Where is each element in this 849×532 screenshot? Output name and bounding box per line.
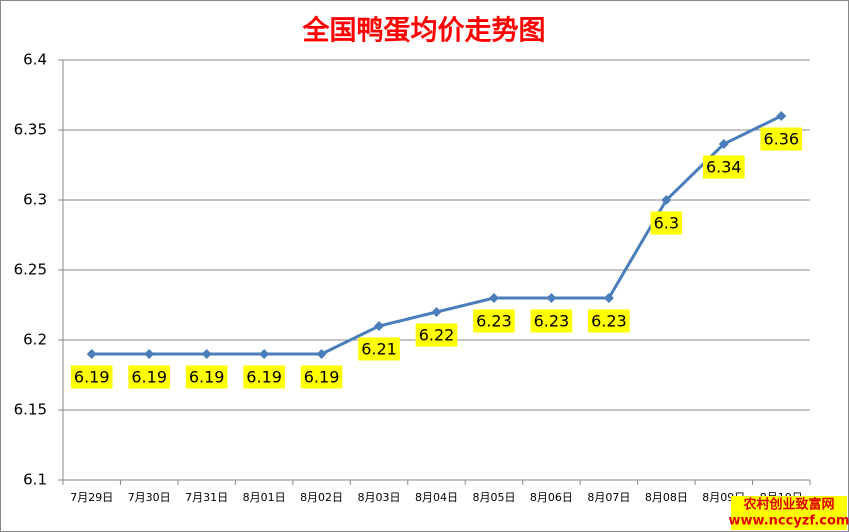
x-tick-label: 8月04日 [415,491,458,504]
data-label: 6.19 [74,368,110,387]
data-label: 6.23 [591,312,627,331]
x-tick-label: 8月07日 [587,491,630,504]
y-tick-label: 6.3 [23,191,47,209]
data-label: 6.19 [304,368,340,387]
watermark-bg [731,496,847,530]
data-label-bg [760,127,803,151]
data-label: 6.34 [706,158,742,177]
data-label: 6.23 [534,312,570,331]
data-label-bg [702,155,745,179]
y-tick-label: 6.25 [14,261,47,279]
data-label-bg [415,323,458,347]
data-label-group: 6.19 [70,365,113,389]
data-label-bg [70,365,113,389]
data-label-bg [300,365,343,389]
data-label: 6.19 [131,368,167,387]
x-tick-label: 8月02日 [300,491,343,504]
data-label-bg [358,337,400,361]
marker [201,349,212,359]
x-tick-label: 7月29日 [70,491,113,504]
x-tick-label: 8月01日 [243,491,286,504]
data-label-group: 6.19 [128,365,171,389]
marker [488,293,499,303]
data-label-group: 6.34 [702,155,745,179]
data-label-bg [128,365,171,389]
watermark-text: 农村创业致富网 [742,497,834,513]
marker [86,349,97,359]
y-tick-label: 6.2 [23,331,47,349]
y-tick-label: 6.1 [23,471,47,489]
data-label-bg [588,309,630,333]
data-label: 6.19 [189,368,225,387]
marker [603,293,614,303]
y-tick-label: 6.35 [14,121,47,139]
x-tick-label: 8月08日 [645,491,688,504]
marker [776,111,787,121]
marker [259,349,270,359]
data-label-group: 6.23 [473,309,515,333]
data-label-group: 6.19 [243,365,285,389]
marker [718,139,729,149]
data-label-bg [185,365,228,389]
x-tick-label: 8月06日 [530,491,573,504]
data-label: 6.23 [476,312,512,331]
x-tick-label: 7月30日 [128,491,171,504]
data-label-bg [473,309,515,333]
data-label: 6.19 [246,368,282,387]
watermark-text: www.nccyzf.com [729,514,849,529]
data-label-bg [650,211,683,235]
data-label-group: 6.36 [760,127,803,151]
data-label: 6.22 [419,326,455,345]
data-label: 6.3 [654,214,679,233]
y-tick-label: 6.15 [14,401,47,419]
x-tick-label: 8月03日 [358,491,401,504]
data-label: 6.21 [361,340,397,359]
data-label-group: 6.3 [650,211,683,235]
data-label-group: 6.21 [358,337,400,361]
x-tick-label: 8月05日 [472,491,515,504]
data-label-bg [243,365,285,389]
marker [374,321,385,331]
y-tick-label: 6.4 [23,51,47,69]
marker [546,293,557,303]
chart-title: 全国鸭蛋均价走势图 [302,15,546,47]
data-label-group: 6.19 [185,365,228,389]
data-label-bg [530,309,573,333]
data-label: 6.36 [763,130,799,149]
marker [144,349,155,359]
marker [661,195,672,205]
data-label-group: 6.23 [588,309,630,333]
x-tick-label: 7月31日 [185,491,228,504]
marker [431,307,442,317]
data-label-group: 6.19 [300,365,343,389]
marker [316,349,327,359]
data-label-group: 6.23 [530,309,573,333]
data-label-group: 6.22 [415,323,458,347]
